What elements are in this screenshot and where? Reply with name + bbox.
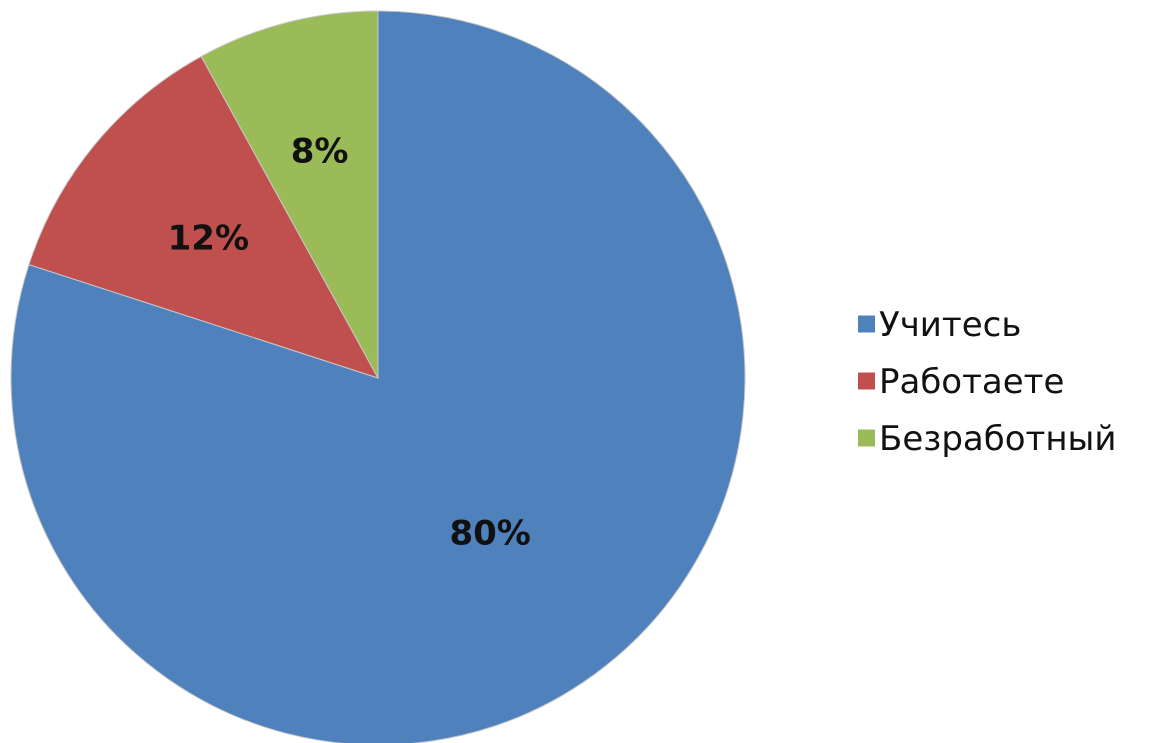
legend-swatch-unemployed <box>858 429 875 447</box>
legend-label-unemployed: Безработный <box>879 419 1117 459</box>
legend-label-studying: Учитесь <box>879 305 1021 345</box>
pie-slice-unemployed <box>200 10 379 379</box>
pie-slice-working <box>28 55 380 379</box>
legend-label-working: Работаете <box>879 362 1064 402</box>
pie-slices <box>10 10 746 743</box>
pie-label-working: 12% <box>168 219 249 259</box>
legend-swatch-studying <box>858 315 875 333</box>
legend: Учитесь Работаете Безработный <box>858 305 1117 459</box>
pie-labels: 80% 12% 8% <box>168 131 531 553</box>
legend-swatch-working <box>858 372 875 390</box>
pie-label-unemployed: 8% <box>291 131 349 171</box>
pie-label-studying: 80% <box>449 513 530 553</box>
